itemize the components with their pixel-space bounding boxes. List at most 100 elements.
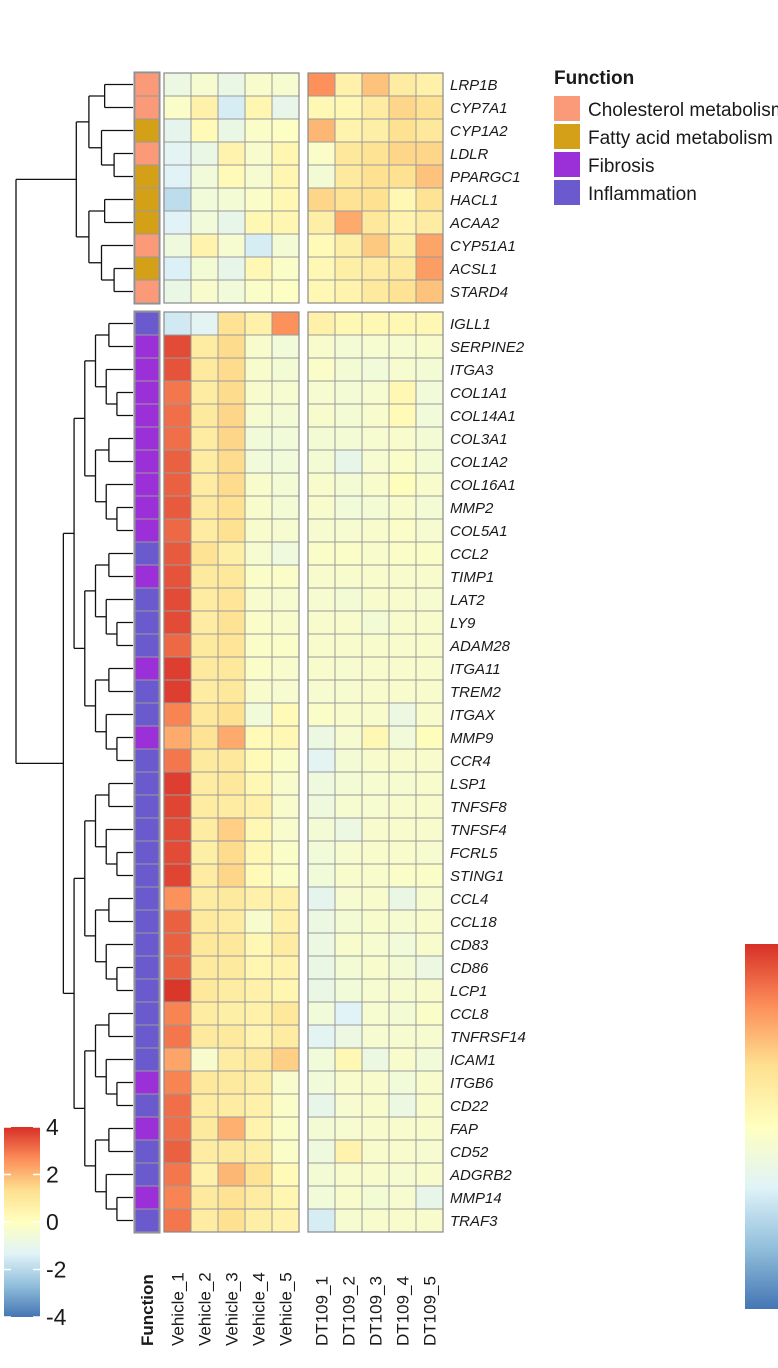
heatmap-cell-TNFRSF14-DT109_3 xyxy=(361,1024,390,1049)
heatmap-cell-COL1A1-DT109_3 xyxy=(361,380,390,405)
heatmap-cell-CCR4-DT109_3 xyxy=(361,748,390,773)
gene-label-MMP14: MMP14 xyxy=(450,1190,502,1207)
heatmap-cell-COL14A1-DT109_1 xyxy=(307,403,336,428)
function-cell-MMP2 xyxy=(134,495,160,520)
heatmap-cell-LRP1B-DT109_3 xyxy=(361,72,390,97)
function-cell-CCL8 xyxy=(134,1001,160,1026)
heatmap-cell-TNFSF8-Vehicle_5 xyxy=(271,794,300,819)
function-cell-LSP1 xyxy=(134,771,160,796)
column-label-DT109_4: DT109_4 xyxy=(394,1276,413,1346)
heatmap-cell-ICAM1-Vehicle_1 xyxy=(163,1047,192,1072)
gene-label-COL5A1: COL5A1 xyxy=(450,523,508,540)
function-cell-ACSL1 xyxy=(134,256,160,281)
function-cell-COL3A1 xyxy=(134,426,160,451)
heatmap-cell-ACAA2-DT109_1 xyxy=(307,210,336,235)
gene-label-CD83: CD83 xyxy=(450,937,489,954)
function-cell-CYP51A1 xyxy=(134,233,160,258)
heatmap-cell-ITGB6-Vehicle_5 xyxy=(271,1070,300,1095)
gene-label-ITGA3: ITGA3 xyxy=(450,362,494,379)
heatmap-cell-LRP1B-DT109_2 xyxy=(334,72,363,97)
heatmap-cell-TRAF3-Vehicle_3 xyxy=(217,1208,246,1233)
function-cell-ACAA2 xyxy=(134,210,160,235)
heatmap-cell-STARD4-Vehicle_1 xyxy=(163,279,192,304)
heatmap-cell-CCL4-DT109_2 xyxy=(334,886,363,911)
heatmap-cell-CD83-Vehicle_2 xyxy=(190,932,219,957)
heatmap-cell-ACSL1-Vehicle_1 xyxy=(163,256,192,281)
heatmap-cell-COL16A1-Vehicle_3 xyxy=(217,472,246,497)
heatmap-cell-COL1A1-Vehicle_5 xyxy=(271,380,300,405)
heatmap-cell-LSP1-DT109_5 xyxy=(415,771,444,796)
gene-label-HACL1: HACL1 xyxy=(450,192,498,209)
gene-label-ADGRB2: ADGRB2 xyxy=(449,1167,512,1184)
heatmap-cell-COL5A1-Vehicle_3 xyxy=(217,518,246,543)
heatmap-cell-ACSL1-Vehicle_5 xyxy=(271,256,300,281)
heatmap-cell-MMP9-DT109_2 xyxy=(334,725,363,750)
heatmap-cell-COL5A1-Vehicle_1 xyxy=(163,518,192,543)
heatmap-block-frame-0-0 xyxy=(163,72,300,304)
heatmap-cell-PPARGC1-Vehicle_5 xyxy=(271,164,300,189)
heatmap-cell-LCP1-DT109_3 xyxy=(361,978,390,1003)
heatmap-cell-CCL4-DT109_1 xyxy=(307,886,336,911)
heatmap-cell-TNFSF4-Vehicle_1 xyxy=(163,817,192,842)
heatmap-cell-PPARGC1-DT109_3 xyxy=(361,164,390,189)
heatmap-cell-PPARGC1-DT109_5 xyxy=(415,164,444,189)
heatmap-cell-ADGRB2-Vehicle_5 xyxy=(271,1162,300,1187)
heatmap-cell-MMP14-Vehicle_3 xyxy=(217,1185,246,1210)
heatmap-cell-COL5A1-DT109_1 xyxy=(307,518,336,543)
heatmap-cell-CCL4-Vehicle_3 xyxy=(217,886,246,911)
heatmap-cell-FAP-Vehicle_2 xyxy=(190,1116,219,1141)
heatmap-cell-MMP14-DT109_3 xyxy=(361,1185,390,1210)
heatmap-cell-ICAM1-Vehicle_2 xyxy=(190,1047,219,1072)
heatmap-cell-LDLR-DT109_2 xyxy=(334,141,363,166)
column-label-Vehicle_1: Vehicle_1 xyxy=(169,1272,188,1346)
heatmap-cell-COL16A1-DT109_1 xyxy=(307,472,336,497)
heatmap-cell-CD83-Vehicle_5 xyxy=(271,932,300,957)
heatmap-cell-PPARGC1-DT109_4 xyxy=(388,164,417,189)
gene-label-CCL18: CCL18 xyxy=(450,914,497,931)
heatmap-cell-PPARGC1-DT109_2 xyxy=(334,164,363,189)
heatmap-cell-COL1A2-Vehicle_2 xyxy=(190,449,219,474)
legend-swatch-3 xyxy=(554,180,580,205)
heatmap-cell-ADGRB2-DT109_2 xyxy=(334,1162,363,1187)
heatmap-cell-TRAF3-Vehicle_1 xyxy=(163,1208,192,1233)
function-cell-TNFSF4 xyxy=(134,817,160,842)
gene-label-COL3A1: COL3A1 xyxy=(450,431,508,448)
heatmap-cell-IGLL1-Vehicle_5 xyxy=(271,311,300,336)
heatmap-cell-STARD4-DT109_2 xyxy=(334,279,363,304)
heatmap-cell-CCL2-Vehicle_1 xyxy=(163,541,192,566)
function-cell-CD22 xyxy=(134,1093,160,1118)
heatmap-cell-COL5A1-Vehicle_2 xyxy=(190,518,219,543)
heatmap-cell-CD52-DT109_2 xyxy=(334,1139,363,1164)
heatmap-cell-SERPINE2-DT109_2 xyxy=(334,334,363,359)
heatmap-cell-CCR4-DT109_2 xyxy=(334,748,363,773)
heatmap-cell-TREM2-Vehicle_1 xyxy=(163,679,192,704)
function-cell-TIMP1 xyxy=(134,564,160,589)
heatmap-cell-MMP2-DT109_4 xyxy=(388,495,417,520)
heatmap-cell-PPARGC1-Vehicle_3 xyxy=(217,164,246,189)
heatmap-cell-ITGA11-DT109_2 xyxy=(334,656,363,681)
heatmap-cell-ITGA3-DT109_1 xyxy=(307,357,336,382)
heatmap-cell-FCRL5-DT109_1 xyxy=(307,840,336,865)
heatmap-cell-ICAM1-Vehicle_5 xyxy=(271,1047,300,1072)
heatmap-cell-ITGAX-DT109_4 xyxy=(388,702,417,727)
function-cell-SERPINE2 xyxy=(134,334,160,359)
heatmap-cell-FAP-Vehicle_5 xyxy=(271,1116,300,1141)
heatmap-cell-ITGA11-DT109_3 xyxy=(361,656,390,681)
function-cell-LY9 xyxy=(134,610,160,635)
heatmap-cell-CCL4-Vehicle_2 xyxy=(190,886,219,911)
heatmap-cell-CYP1A2-Vehicle_2 xyxy=(190,118,219,143)
heatmap-cell-SERPINE2-Vehicle_5 xyxy=(271,334,300,359)
heatmap-cell-CYP1A2-DT109_1 xyxy=(307,118,336,143)
function-cell-ICAM1 xyxy=(134,1047,160,1072)
function-legend: Function Cholesterol metabolism Fatty acid… xyxy=(554,68,778,205)
heatmap-cell-ADAM28-Vehicle_3 xyxy=(217,633,246,658)
heatmap-cell-TRAF3-DT109_2 xyxy=(334,1208,363,1233)
heatmap-cell-COL16A1-DT109_2 xyxy=(334,472,363,497)
heatmap-cell-CCL8-Vehicle_1 xyxy=(163,1001,192,1026)
heatmap-cell-CCL18-Vehicle_3 xyxy=(217,909,246,934)
gene-label-CYP1A2: CYP1A2 xyxy=(450,123,508,140)
heatmap-cell-ACAA2-DT109_2 xyxy=(334,210,363,235)
heatmap-cell-LRP1B-Vehicle_3 xyxy=(217,72,246,97)
heatmap-cell-CD22-DT109_1 xyxy=(307,1093,336,1118)
heatmap-cell-TIMP1-DT109_5 xyxy=(415,564,444,589)
